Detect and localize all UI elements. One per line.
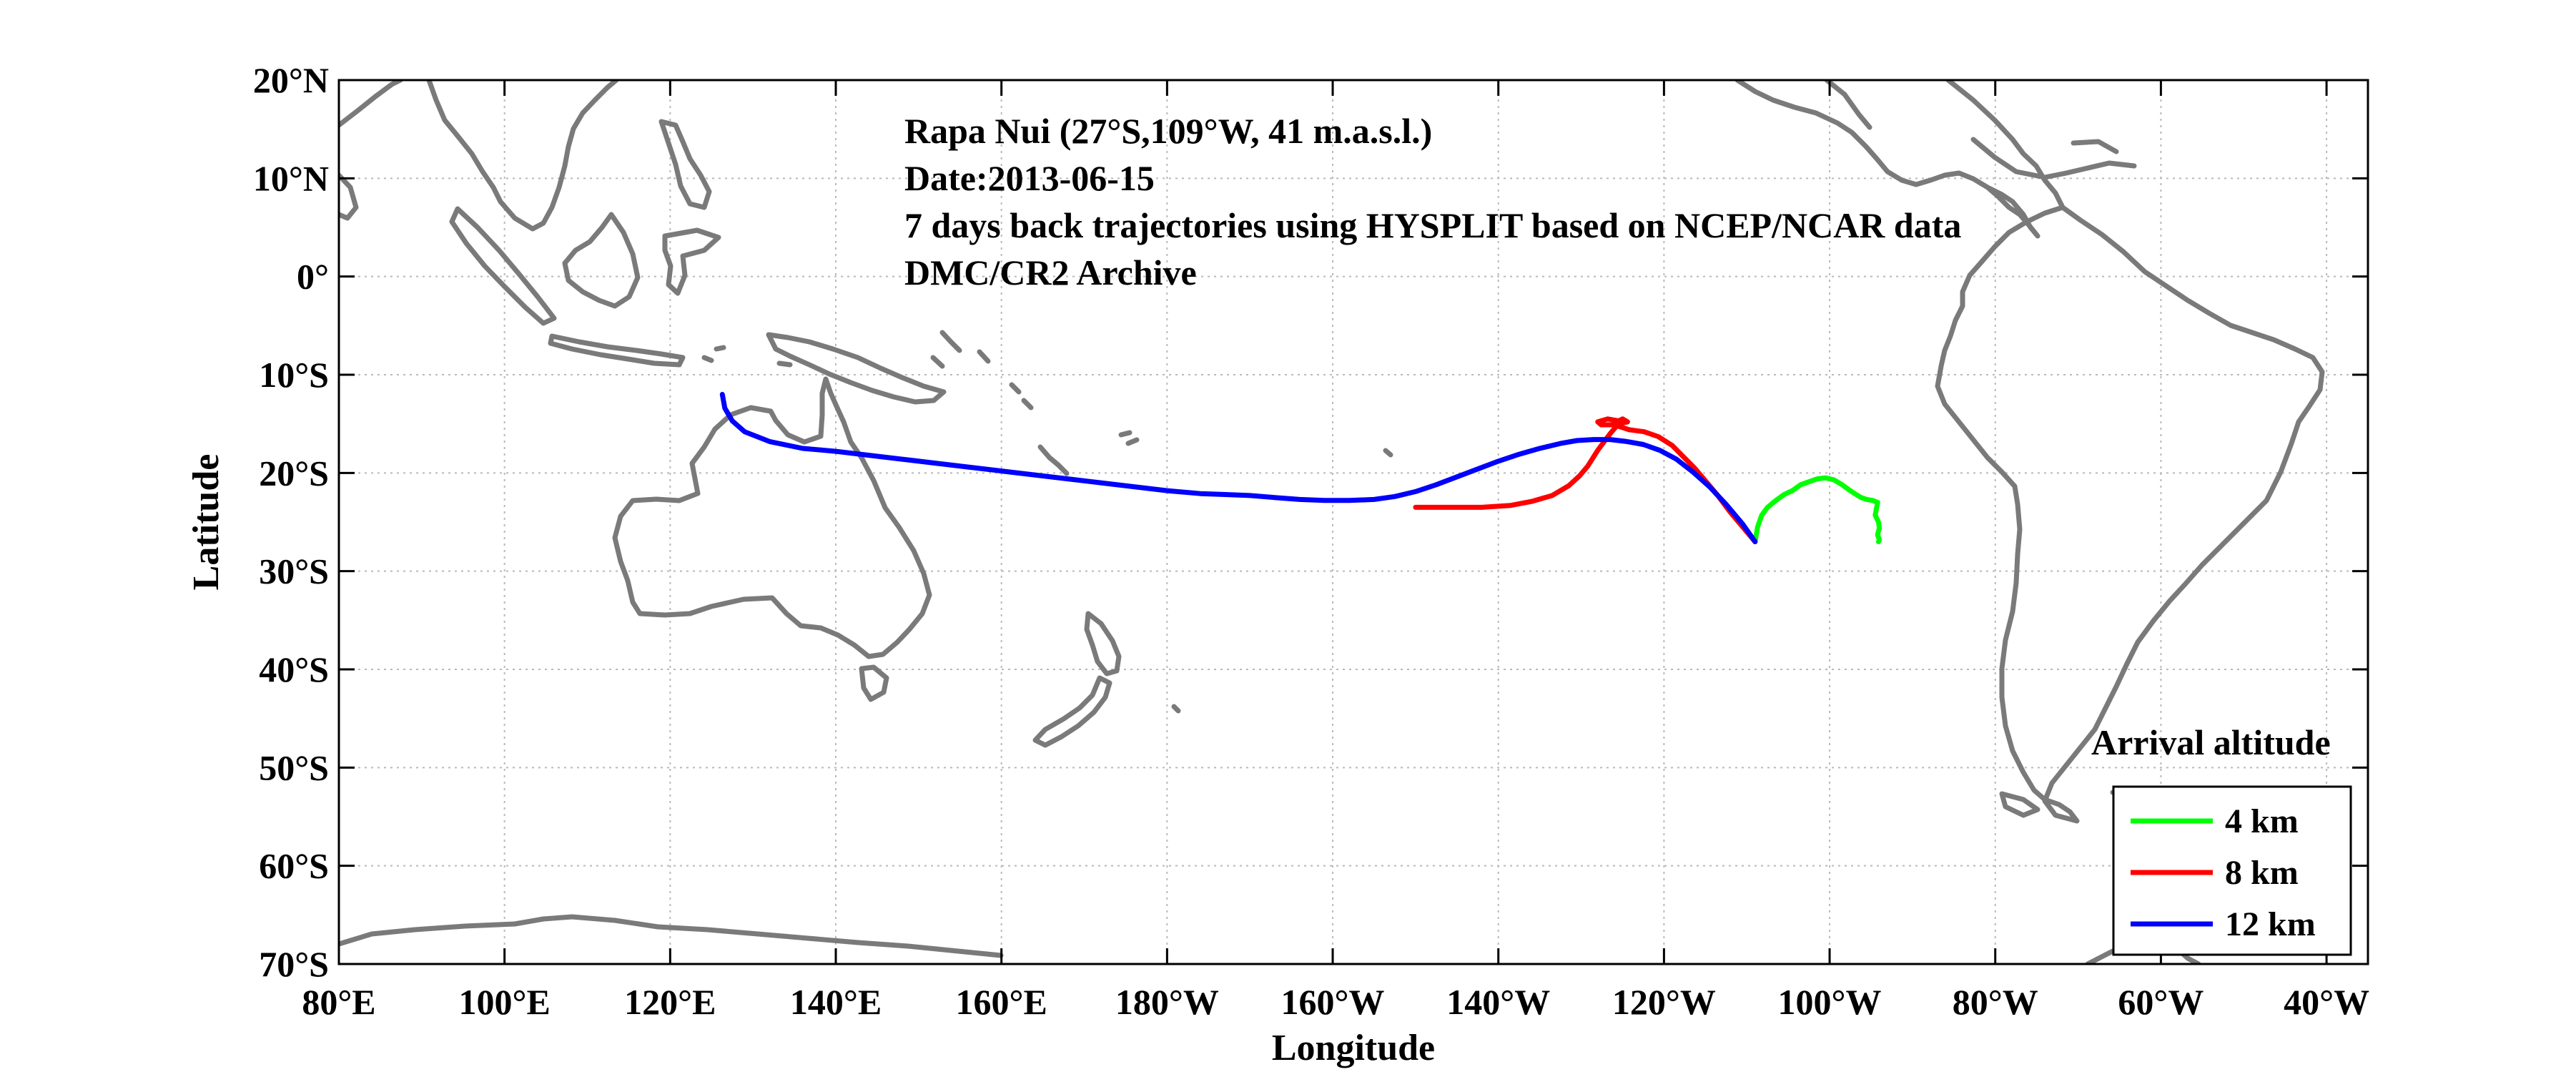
annotation-site: Rapa Nui (27°S,109°W, 41 m.a.s.l.): [904, 111, 1432, 151]
coastline-tierra-del-fuego: [1999, 791, 2040, 818]
x-tick-label: 120°W: [1612, 982, 1716, 1022]
y-tick-label: 40°S: [259, 649, 329, 689]
coastline-pacific-islands: [701, 330, 1393, 714]
trajectory-12-km: [719, 392, 1758, 544]
x-tick-label: 160°E: [956, 982, 1047, 1022]
legend-label: 4 km: [2225, 802, 2299, 840]
annotation-method: 7 days back trajectories using HYSPLIT b…: [904, 205, 1961, 245]
plot-frame: [337, 79, 2369, 965]
x-tick-label: 100°E: [458, 982, 550, 1022]
coastline-south-america: [1935, 205, 2325, 824]
y-tick-label: 20°S: [259, 453, 329, 493]
y-tick-label: 10°N: [253, 158, 329, 198]
x-tick-label: 160°W: [1281, 982, 1385, 1022]
coastline-india-tip: [339, 172, 359, 221]
coastline-sulawesi: [662, 227, 721, 296]
x-axis-label: Longitude: [1272, 1028, 1435, 1068]
x-tick-label: 100°W: [1778, 982, 1882, 1022]
x-tick-label: 80°W: [1953, 982, 2038, 1022]
legend-label: 8 km: [2225, 854, 2299, 892]
trajectory-4-km: [1752, 475, 1882, 544]
y-tick-label: 50°S: [259, 747, 329, 787]
annotation-date: Date:2013-06-15: [904, 158, 1155, 198]
y-tick-label: 70°S: [259, 944, 329, 984]
trajectory-8-km: [1413, 416, 1758, 544]
coastline-philippines: [658, 119, 712, 210]
x-tick-label: 140°W: [1446, 982, 1550, 1022]
coastline-new-zealand-north: [1084, 611, 1122, 677]
y-tick-label: 10°S: [259, 355, 329, 395]
coastline-sumatra: [449, 206, 557, 326]
legend-title: Arrival altitude: [2091, 722, 2331, 762]
annotation-archive: DMC/CR2 Archive: [904, 252, 1197, 292]
coastline-new-zealand-south: [1032, 675, 1112, 748]
annotation-block: Rapa Nui (27°S,109°W, 41 m.a.s.l.) Date:…: [904, 111, 1961, 292]
trajectory-lines: [719, 392, 1882, 544]
legend: 4 km 8 km 12 km: [2112, 785, 2352, 956]
y-tick-label: 60°S: [259, 846, 329, 886]
coastline-australia: [612, 376, 932, 659]
x-tick-label: 60°W: [2118, 982, 2204, 1022]
x-tick-label: 180°W: [1115, 982, 1219, 1022]
x-tick-label: 140°E: [790, 982, 882, 1022]
coastline-borneo: [562, 212, 641, 309]
y-tick-label: 20°N: [253, 60, 329, 100]
axis-ticks: [337, 79, 2368, 965]
coastline-antarctica: [339, 914, 2201, 964]
coastline-se-asia: [339, 80, 619, 232]
y-tick-label: 0°: [297, 257, 329, 297]
y-axis-label: Latitude: [186, 454, 227, 591]
legend-label: 12 km: [2225, 905, 2316, 943]
coastline-new-guinea: [766, 332, 947, 405]
coastline-java: [548, 333, 686, 368]
y-tick-label: 30°S: [259, 551, 329, 591]
x-tick-labels: 80°E 100°E 120°E 140°E 160°E 180°W 160°W 140°W 1…: [302, 982, 2369, 1022]
coastline-tasmania: [859, 664, 889, 702]
x-tick-label: 40°W: [2284, 982, 2369, 1022]
y-tick-labels: 20°N 10°N 0° 10°S 20°S 30°S 40°S 50°S 60°S 70°S: [253, 60, 329, 984]
x-tick-label: 120°E: [624, 982, 716, 1022]
x-tick-label: 80°E: [302, 982, 375, 1022]
coastline-north-america: [1734, 80, 2137, 239]
